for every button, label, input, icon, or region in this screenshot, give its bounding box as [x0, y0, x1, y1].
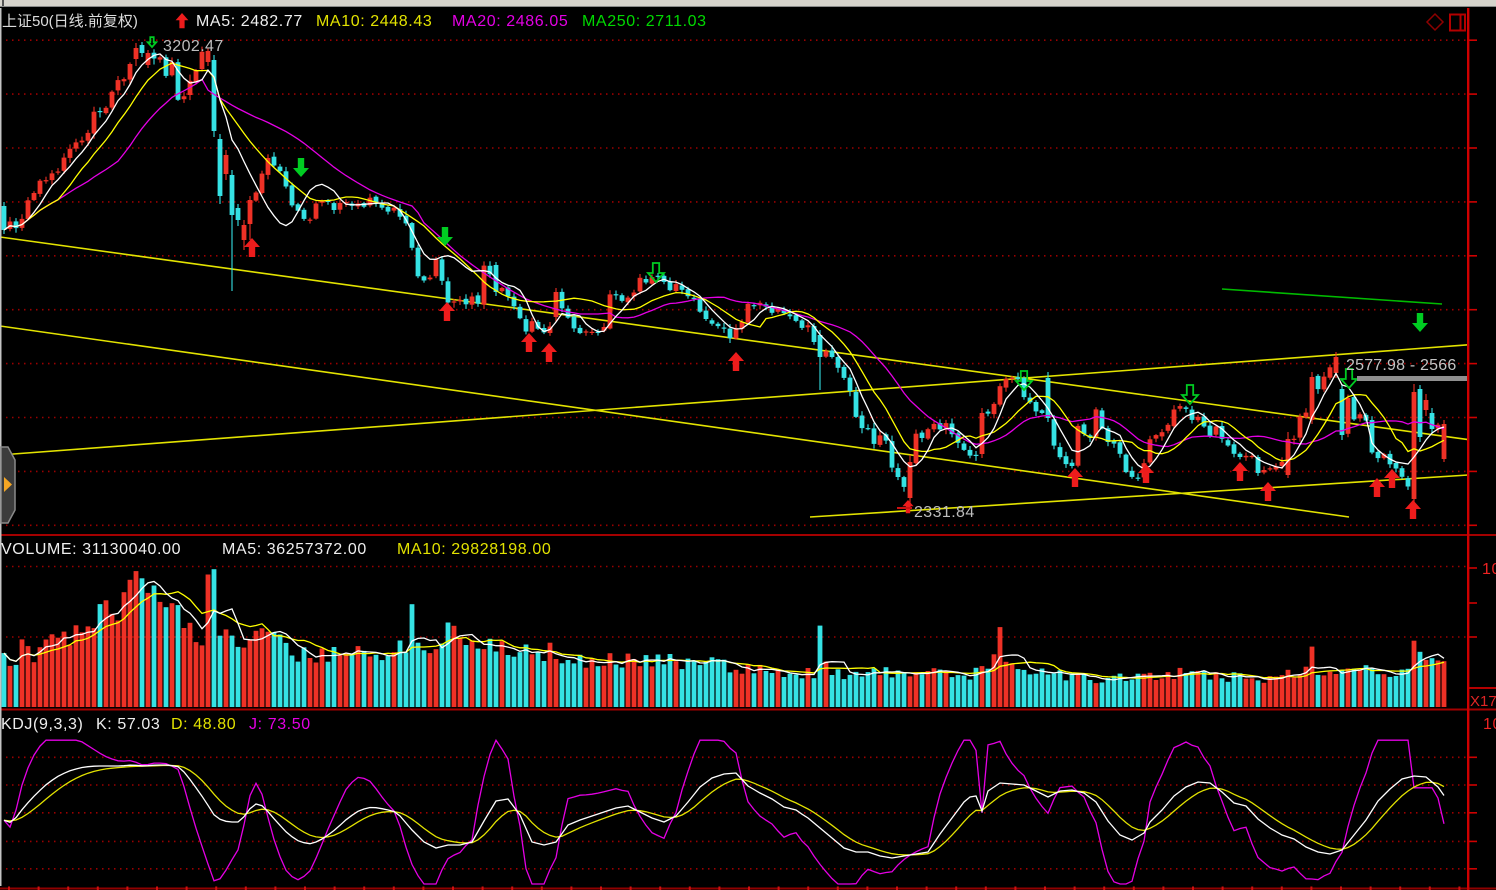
svg-text:K: 57.03: K: 57.03 [96, 716, 160, 733]
svg-text:2331.84: 2331.84 [914, 504, 975, 521]
svg-text:MA10: 2448.43: MA10: 2448.43 [316, 13, 432, 30]
svg-text:MA20: 2486.05: MA20: 2486.05 [452, 13, 568, 30]
svg-text:KDJ(9,3,3): KDJ(9,3,3) [1, 716, 83, 733]
svg-text:上证50(日线.前复权): 上证50(日线.前复权) [2, 12, 138, 30]
svg-text:3202.47: 3202.47 [163, 38, 224, 55]
svg-text:X17: X17 [1470, 693, 1496, 710]
svg-text:MA5: 2482.77: MA5: 2482.77 [196, 13, 303, 30]
svg-text:J: 73.50: J: 73.50 [249, 716, 311, 733]
svg-text:MA250: 2711.03: MA250: 2711.03 [582, 13, 707, 30]
svg-text:VOLUME: 31130040.00: VOLUME: 31130040.00 [1, 541, 181, 558]
svg-text:10: 10 [1482, 561, 1496, 578]
svg-text:10: 10 [1483, 716, 1496, 733]
svg-text:MA5: 36257372.00: MA5: 36257372.00 [222, 541, 367, 558]
svg-text:D: 48.80: D: 48.80 [171, 716, 236, 733]
svg-text:2577.98 - 2566: 2577.98 - 2566 [1346, 357, 1456, 374]
svg-text:MA10: 29828198.00: MA10: 29828198.00 [397, 541, 551, 558]
